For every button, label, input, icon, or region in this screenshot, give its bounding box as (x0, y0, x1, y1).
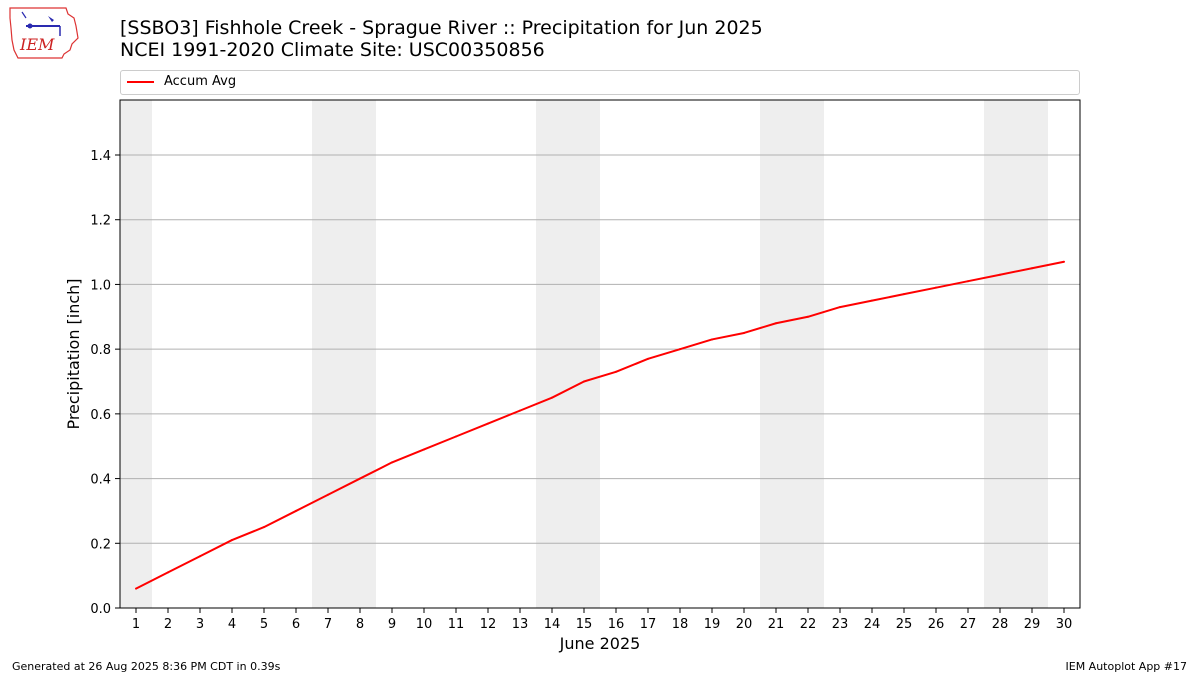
data-point (935, 286, 937, 289)
y-tick-label: 0.6 (90, 408, 111, 423)
x-tick-label: 9 (388, 617, 396, 632)
x-tick-label: 20 (736, 617, 753, 632)
plot-frame (119, 99, 1081, 609)
data-point (423, 448, 425, 451)
data-point (615, 370, 617, 373)
data-point (455, 435, 457, 438)
x-tick-label: 17 (640, 617, 657, 632)
data-point (295, 509, 297, 512)
data-point (487, 422, 489, 425)
x-tick-label: 3 (196, 617, 204, 632)
x-tick-label: 19 (704, 617, 721, 632)
y-tick-label: 0.2 (90, 537, 111, 552)
data-point (967, 280, 969, 283)
data-point (647, 357, 649, 360)
y-tick-label: 1.0 (90, 278, 111, 293)
x-tick-label: 26 (928, 617, 945, 632)
chart-title: [SSBO3] Fishhole Creek - Sprague River :… (120, 17, 763, 39)
x-tick-label: 6 (292, 617, 300, 632)
x-tick-label: 8 (356, 617, 364, 632)
data-point (135, 587, 137, 590)
data-point (327, 493, 329, 496)
x-axis-label: June 2025 (559, 634, 641, 653)
x-tick-label: 15 (576, 617, 593, 632)
x-tick-label: 11 (448, 617, 465, 632)
x-tick-label: 13 (512, 617, 529, 632)
data-point (711, 338, 713, 341)
x-tick-label: 22 (800, 617, 817, 632)
x-tick-label: 5 (260, 617, 268, 632)
y-tick-label: 1.2 (90, 214, 111, 229)
x-tick-label: 24 (864, 617, 881, 632)
x-tick-label: 2 (164, 617, 172, 632)
chart-subtitle: NCEI 1991-2020 Climate Site: USC00350856 (120, 39, 545, 61)
x-tick-label: 16 (608, 617, 625, 632)
y-tick-label: 0.8 (90, 343, 111, 358)
data-point (231, 539, 233, 542)
x-tick-label: 29 (1024, 617, 1041, 632)
y-tick-label: 0.4 (90, 473, 111, 488)
y-tick-label: 0.0 (90, 602, 111, 617)
weekend-shade (760, 100, 824, 608)
y-tick-label: 1.4 (90, 149, 111, 164)
x-tick-label: 12 (480, 617, 497, 632)
data-point (807, 315, 809, 318)
data-point (999, 273, 1001, 276)
data-point (551, 396, 553, 399)
legend-swatch-accum-avg (127, 81, 154, 83)
data-point (1031, 267, 1033, 270)
weekend-shade (984, 100, 1048, 608)
data-point (199, 555, 201, 558)
logo-text: IEM (19, 35, 55, 54)
x-tick-label: 25 (896, 617, 913, 632)
x-tick-label: 23 (832, 617, 849, 632)
weekend-shade (312, 100, 376, 608)
chart-legend: Accum Avg (120, 70, 1080, 95)
generated-note: Generated at 26 Aug 2025 8:36 PM CDT in … (12, 660, 281, 673)
x-tick-label: 18 (672, 617, 689, 632)
weekend-shade (120, 100, 152, 608)
data-point (519, 409, 521, 412)
legend-label-accum-avg: Accum Avg (164, 74, 237, 89)
data-point (1063, 260, 1065, 263)
x-tick-label: 28 (992, 617, 1009, 632)
x-tick-label: 14 (544, 617, 561, 632)
data-point (263, 526, 265, 529)
data-point (679, 348, 681, 351)
data-point (583, 380, 585, 383)
data-point (775, 322, 777, 325)
x-tick-label: 21 (768, 617, 785, 632)
x-tick-label: 27 (960, 617, 977, 632)
weekend-shade (536, 100, 600, 608)
x-tick-label: 10 (416, 617, 433, 632)
x-tick-label: 1 (132, 617, 140, 632)
data-point (903, 293, 905, 296)
series-line-accum-avg (135, 260, 1065, 590)
x-tick-label: 30 (1056, 617, 1073, 632)
data-point (871, 299, 873, 302)
x-tick-label: 7 (324, 617, 332, 632)
data-point (167, 571, 169, 574)
iem-logo: IEM (8, 4, 80, 60)
x-tick-label: 4 (228, 617, 236, 632)
y-axis-label: Precipitation [inch] (64, 278, 83, 429)
data-point (391, 461, 393, 464)
data-point (743, 331, 745, 334)
data-point (839, 306, 841, 309)
autoplot-credit: IEM Autoplot App #17 (1065, 660, 1188, 673)
data-point (359, 477, 361, 480)
